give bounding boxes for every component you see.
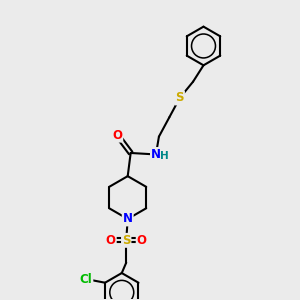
Text: Cl: Cl <box>80 273 92 286</box>
Text: S: S <box>176 92 184 104</box>
Text: N: N <box>123 212 133 226</box>
Text: N: N <box>151 148 161 161</box>
Text: O: O <box>137 234 147 247</box>
Text: S: S <box>122 234 130 247</box>
Text: O: O <box>112 129 122 142</box>
Text: O: O <box>106 234 116 247</box>
Text: H: H <box>160 151 169 161</box>
